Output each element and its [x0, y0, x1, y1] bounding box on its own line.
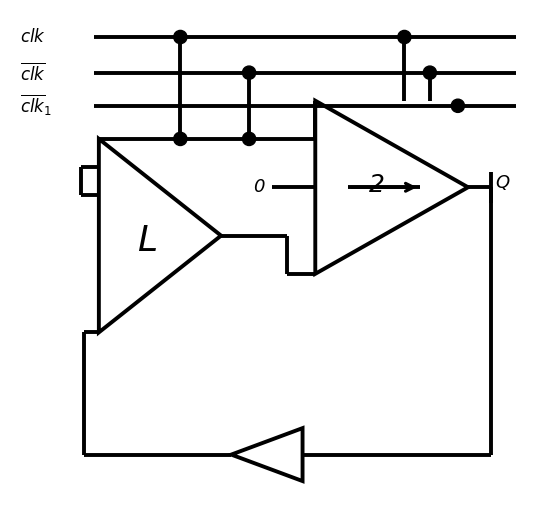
Text: L: L	[137, 224, 157, 258]
Circle shape	[398, 30, 411, 44]
Circle shape	[174, 132, 187, 145]
Circle shape	[243, 132, 256, 145]
Circle shape	[451, 99, 465, 113]
Text: $\overline{clk}$: $\overline{clk}$	[20, 62, 46, 83]
Circle shape	[423, 66, 436, 79]
Text: 0: 0	[254, 178, 265, 196]
Text: $Q$: $Q$	[495, 173, 510, 191]
Text: $clk$: $clk$	[20, 28, 46, 46]
Circle shape	[174, 30, 187, 44]
Text: $\overline{clk}_1$: $\overline{clk}_1$	[20, 93, 52, 118]
Circle shape	[243, 66, 256, 79]
Text: 2: 2	[368, 173, 384, 197]
